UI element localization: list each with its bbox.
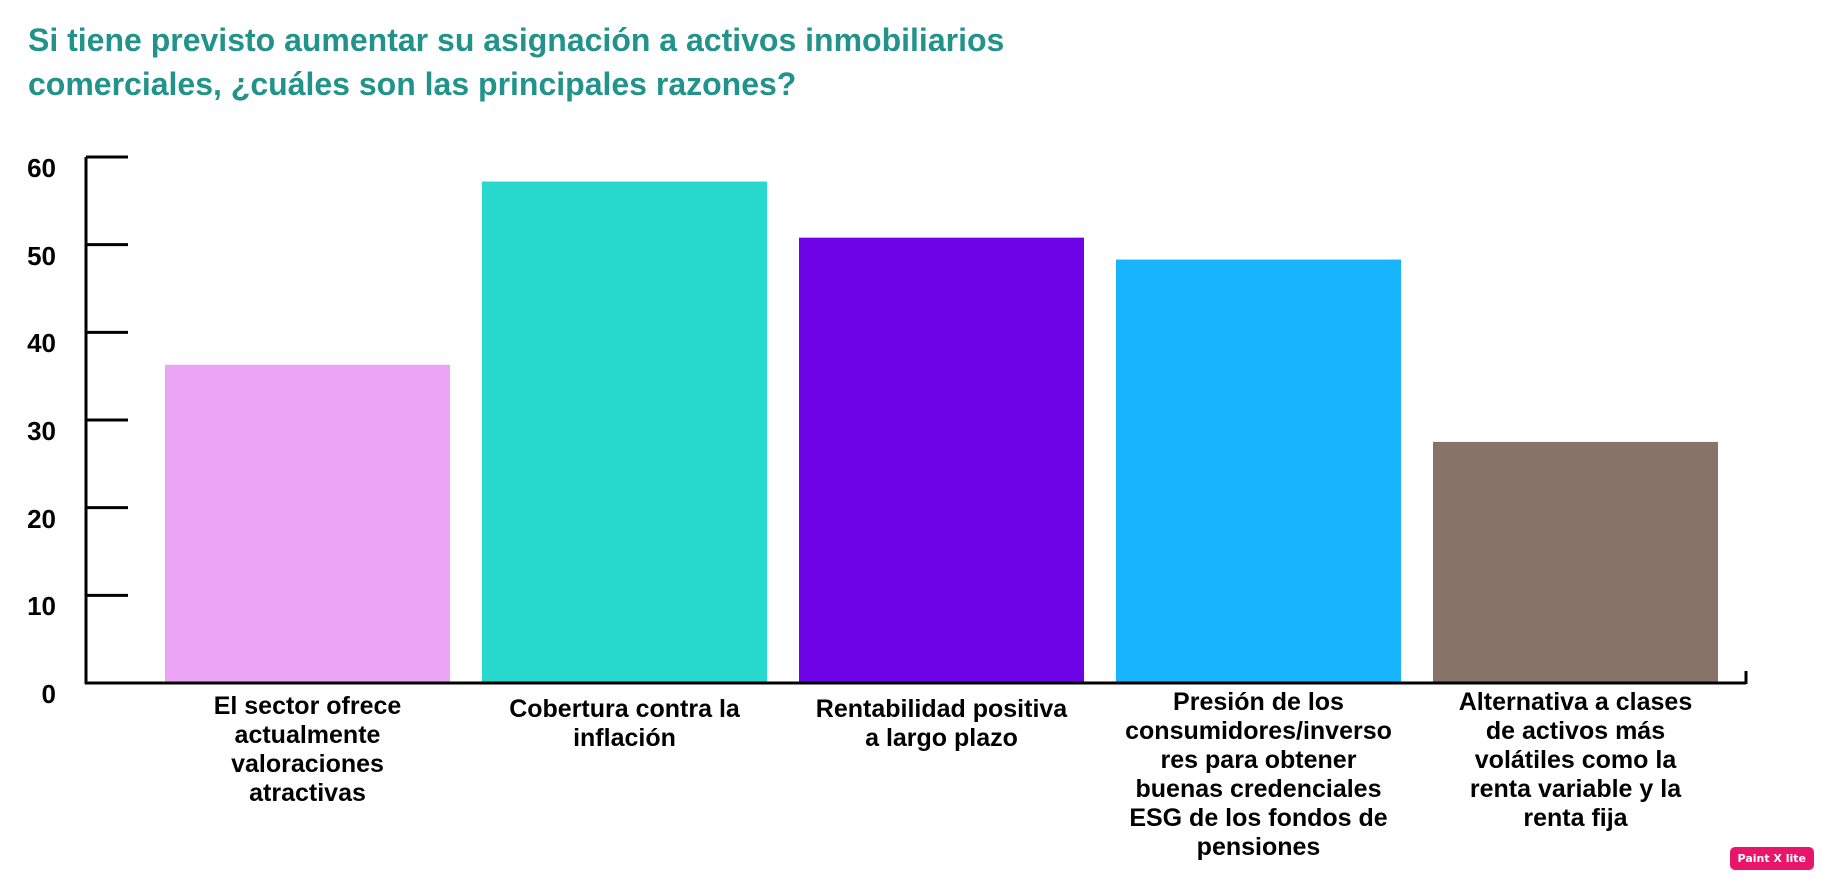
x-category-label-line: El sector ofrece [213, 692, 402, 720]
x-category-label-line: renta fija [1523, 804, 1628, 832]
x-category-label-line: buenas credenciales [1135, 775, 1382, 803]
chart-title: Si tiene previsto aumentar su asignación… [28, 18, 1128, 106]
x-category-label-line: a largo plazo [865, 724, 1018, 752]
x-category-label-line: ESG de los fondos de [1129, 804, 1388, 832]
bar-2 [482, 181, 767, 683]
y-tick-label-30: 30 [27, 416, 56, 446]
x-category-label-line: Rentabilidad positiva [815, 695, 1068, 723]
x-category-label-5: Alternativa a clases de activos más voláti… [1413, 688, 1738, 833]
x-category-label-4: Presión de los consumidores/inverso res pa… [1096, 688, 1421, 862]
bar-4 [1116, 259, 1401, 683]
y-tick-label-60: 60 [27, 153, 56, 183]
bar-3 [799, 237, 1084, 684]
bar-5 [1433, 441, 1718, 683]
x-category-label-line: actualmente [234, 721, 381, 749]
y-tick-label-0: 0 [41, 679, 56, 709]
x-category-label-line: Cobertura contra la [509, 695, 740, 723]
x-category-label-line: de activos más [1485, 717, 1666, 745]
x-category-label-line: valoraciones [231, 750, 384, 778]
x-category-label-line: res para obtener [1160, 746, 1357, 774]
x-category-label-line: atractivas [249, 779, 366, 807]
x-category-label-2: Cobertura contra la inflación [462, 695, 787, 753]
x-category-label-3: Rentabilidad positiva a largo plazo [779, 695, 1104, 753]
y-tick-label-50: 50 [27, 240, 56, 271]
chart-title-line-2: comerciales, ¿cuáles son las principales… [28, 66, 797, 102]
y-tick-label-10: 10 [27, 591, 56, 622]
x-category-label-line: Presión de los [1173, 688, 1344, 716]
app-watermark-badge: Paint X lite [1729, 847, 1814, 870]
bar-1 [165, 364, 450, 683]
x-category-label-line: pensiones [1196, 833, 1321, 861]
x-category-label-line: consumidores/inverso [1125, 717, 1392, 745]
y-tick-label-40: 40 [27, 328, 56, 359]
x-category-label-line: volátiles como la [1474, 746, 1677, 774]
x-category-label-line: inflación [573, 724, 676, 752]
x-category-label-line: Alternativa a clases [1458, 688, 1693, 716]
chart-title-line-1: Si tiene previsto aumentar su asignación… [28, 22, 1005, 58]
x-category-label-1: El sector ofrece actualmente valoraciones a… [145, 692, 470, 808]
y-tick-label-20: 20 [27, 503, 56, 534]
x-category-label-line: renta variable y la [1469, 775, 1682, 803]
